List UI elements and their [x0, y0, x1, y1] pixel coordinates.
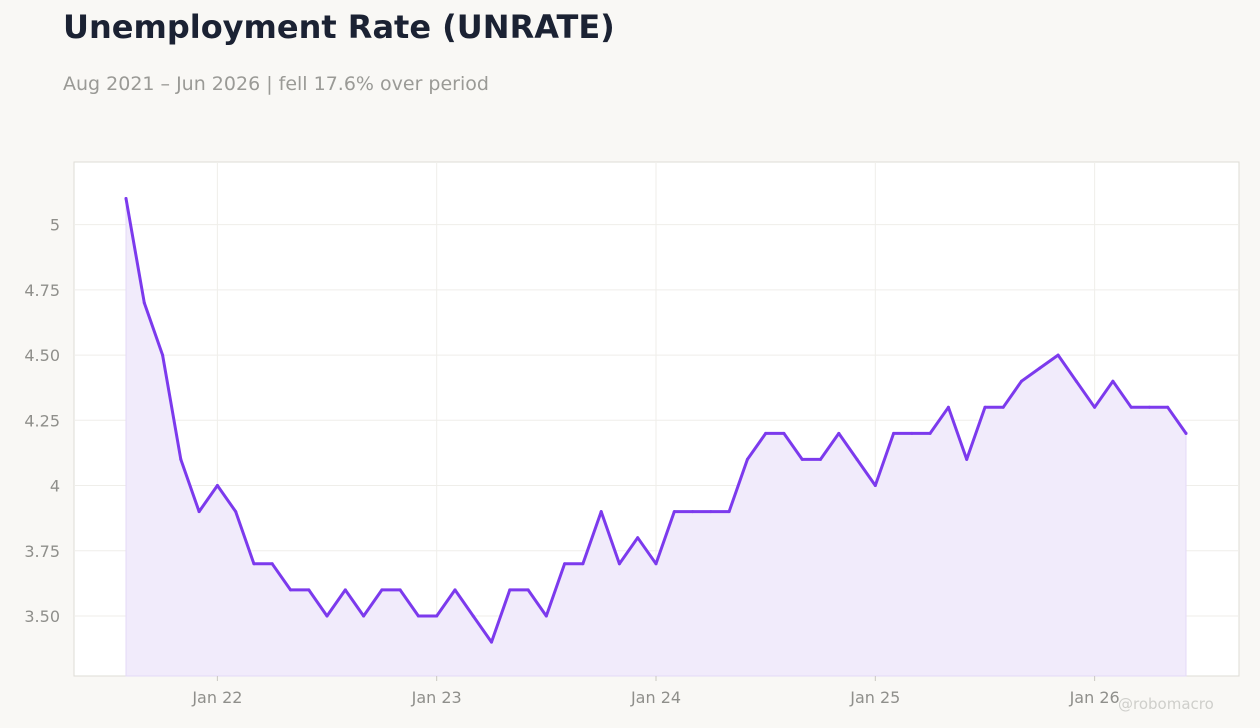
data-point — [709, 510, 713, 514]
data-point — [1056, 353, 1060, 357]
data-point — [362, 614, 366, 618]
points-layer — [124, 197, 1188, 644]
x-tick-label: Jan 25 — [849, 688, 900, 707]
data-point — [398, 588, 402, 592]
data-point — [727, 510, 731, 514]
data-point — [745, 457, 749, 461]
data-point — [928, 431, 932, 435]
data-point — [124, 197, 128, 200]
data-point — [325, 614, 329, 618]
data-point — [782, 431, 786, 435]
data-point — [416, 614, 420, 618]
x-tick-label: Jan 24 — [630, 688, 681, 707]
data-point — [343, 588, 347, 592]
data-point — [837, 431, 841, 435]
x-tick-label: Jan 26 — [1069, 688, 1120, 707]
data-point — [965, 457, 969, 461]
data-point — [800, 457, 804, 461]
data-point — [910, 431, 914, 435]
data-point — [1074, 379, 1078, 383]
data-point — [490, 640, 493, 644]
data-point — [289, 588, 292, 592]
data-point — [234, 510, 238, 514]
data-point — [380, 588, 384, 592]
data-point — [691, 510, 695, 514]
data-point — [599, 510, 603, 514]
data-point — [508, 588, 512, 592]
data-point — [983, 405, 987, 409]
data-point — [307, 588, 311, 592]
data-point — [1038, 366, 1042, 370]
data-point — [161, 353, 165, 357]
data-point — [197, 510, 201, 514]
data-point — [617, 562, 621, 566]
data-point — [1111, 379, 1115, 383]
data-point — [636, 536, 640, 540]
data-point — [563, 562, 567, 566]
watermark: @robomacro — [1118, 695, 1214, 713]
y-tick-label: 4.75 — [24, 281, 60, 300]
data-point — [435, 614, 439, 618]
y-tick-label: 3.75 — [24, 542, 60, 561]
y-tick-label: 4.50 — [24, 346, 60, 365]
y-tick-label: 4.25 — [24, 411, 60, 430]
y-tick-label: 5 — [50, 216, 60, 235]
data-point — [1001, 405, 1005, 409]
data-point — [873, 484, 877, 487]
data-point — [654, 562, 658, 566]
data-point — [453, 588, 457, 592]
data-point — [892, 431, 896, 435]
data-point — [1147, 405, 1151, 409]
data-point — [1129, 405, 1133, 409]
data-point — [544, 614, 548, 618]
data-point — [946, 405, 950, 409]
y-tick-label: 3.50 — [24, 607, 60, 626]
data-point — [819, 457, 822, 461]
x-axis: Jan 22 Jan 23 Jan 24 Jan 25 Jan 26 — [191, 676, 1120, 707]
data-point — [270, 562, 274, 566]
data-point — [142, 301, 146, 305]
x-tick-label: Jan 23 — [411, 688, 462, 707]
data-point — [1020, 379, 1023, 383]
data-point — [1093, 405, 1097, 409]
data-point — [581, 562, 585, 566]
x-tick-label: Jan 22 — [191, 688, 242, 707]
chart-title: Unemployment Rate (UNRATE) — [63, 8, 615, 46]
data-point — [855, 457, 859, 461]
chart-subtitle: Aug 2021 – Jun 2026 | fell 17.6% over pe… — [63, 73, 489, 95]
data-point — [526, 588, 530, 592]
data-point — [764, 431, 768, 435]
data-point — [1166, 405, 1170, 409]
data-point — [252, 562, 256, 566]
data-point — [672, 510, 676, 514]
data-point — [471, 614, 475, 618]
y-tick-label: 4 — [50, 477, 60, 496]
data-point — [1184, 431, 1188, 435]
data-point — [215, 484, 219, 487]
data-point — [179, 457, 183, 461]
y-axis: 3.50 3.75 4 4.25 4.50 4.75 5 — [24, 216, 60, 626]
